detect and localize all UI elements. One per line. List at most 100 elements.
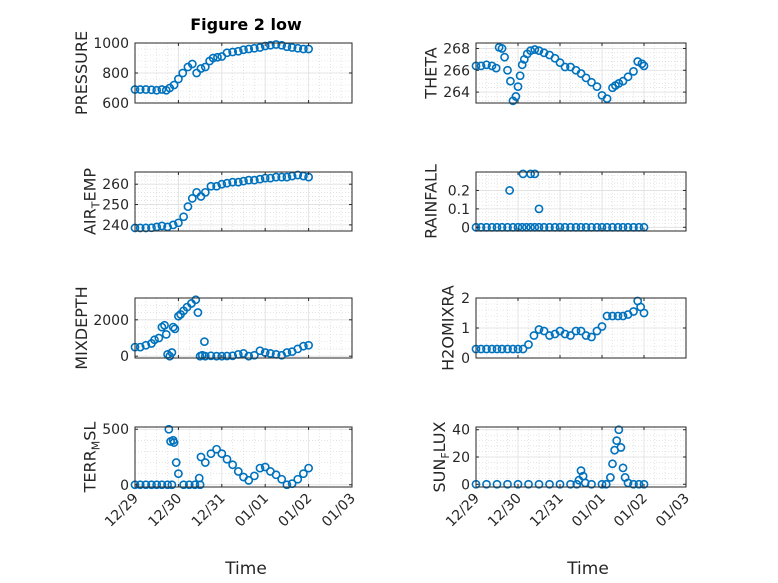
data-point	[154, 333, 164, 343]
y-tick-label: 240	[102, 218, 129, 234]
y-tick-label: 0	[461, 477, 470, 493]
data-point	[298, 469, 308, 479]
data-point	[222, 454, 232, 464]
data-point	[208, 53, 218, 63]
data-point	[200, 351, 210, 361]
data-point	[141, 223, 151, 233]
data-point	[587, 332, 596, 342]
data-point	[212, 351, 221, 361]
data-point	[233, 177, 243, 187]
data-point	[244, 475, 254, 485]
data-point	[515, 71, 525, 81]
y-tick-label: 0.1	[448, 202, 470, 218]
series-markers	[130, 424, 313, 490]
data-point	[633, 57, 643, 66]
data-point	[304, 463, 313, 473]
y-tick-label: 20	[452, 450, 470, 466]
data-point	[271, 172, 281, 182]
data-point	[135, 85, 145, 94]
data-point	[524, 479, 533, 489]
data-point	[157, 85, 167, 94]
y-axis-label: MIXDEPTH	[72, 286, 91, 369]
data-point	[492, 344, 502, 354]
data-point	[260, 41, 270, 51]
y-axis-label: H2OMIXRA	[439, 285, 458, 371]
data-point	[152, 85, 162, 95]
data-point	[529, 331, 539, 340]
data-point	[614, 425, 624, 435]
data-point	[277, 474, 287, 484]
data-point	[517, 60, 527, 70]
data-point	[623, 72, 633, 82]
data-point	[293, 474, 303, 484]
data-point	[255, 43, 265, 52]
data-point	[200, 337, 209, 347]
data-point	[576, 326, 586, 336]
data-point	[526, 169, 535, 179]
data-point	[511, 92, 521, 101]
data-point	[534, 204, 544, 214]
data-point	[173, 311, 183, 321]
data-point	[190, 480, 200, 490]
data-point	[487, 61, 497, 71]
data-point	[178, 68, 188, 78]
data-point	[228, 47, 238, 57]
data-point	[612, 436, 622, 446]
data-point	[282, 348, 292, 357]
data-point	[597, 322, 607, 331]
data-point	[167, 348, 177, 357]
data-point	[524, 340, 533, 349]
data-point	[534, 479, 544, 489]
axes-box	[134, 426, 353, 488]
data-point	[244, 44, 254, 54]
data-point	[168, 435, 178, 445]
plot-area	[135, 172, 352, 231]
data-point	[150, 335, 159, 345]
data-point	[187, 59, 197, 69]
data-point	[545, 479, 554, 489]
data-point	[482, 344, 491, 354]
data-point	[539, 326, 549, 336]
data-point	[618, 76, 628, 86]
subplot-rainfall: 0 0.1 0.2 RAINFALL	[422, 164, 687, 239]
data-point	[244, 175, 254, 185]
y-tick-label: 500	[102, 422, 129, 438]
data-point	[184, 480, 194, 490]
data-point	[147, 85, 156, 95]
data-point	[476, 61, 486, 71]
data-point	[168, 220, 178, 230]
data-point	[618, 311, 628, 321]
data-point	[164, 424, 174, 434]
series-markers	[130, 295, 313, 361]
y-tick-label: 266	[443, 63, 470, 79]
y-tick-label: 2	[461, 291, 470, 307]
data-point	[152, 480, 162, 490]
data-point	[239, 45, 248, 55]
data-point	[191, 295, 201, 305]
data-point	[560, 62, 570, 72]
data-point	[222, 351, 232, 361]
data-point	[571, 326, 581, 336]
data-point	[629, 479, 638, 489]
y-tick-label: 40	[452, 423, 470, 439]
y-axis-label: TERRMSL	[81, 422, 103, 494]
data-point	[196, 452, 206, 462]
data-point	[206, 181, 216, 191]
data-point	[639, 61, 649, 71]
data-point	[255, 463, 265, 473]
data-point	[200, 62, 210, 72]
data-point	[282, 480, 292, 490]
y-tick-label: 264	[443, 85, 470, 101]
data-point	[217, 179, 227, 189]
data-point	[135, 223, 145, 233]
data-point	[157, 221, 167, 231]
data-point	[271, 40, 281, 49]
axes-box	[134, 171, 353, 232]
data-point	[576, 466, 586, 476]
data-point	[597, 479, 607, 489]
data-point	[503, 65, 512, 75]
data-point	[298, 44, 308, 54]
data-point	[513, 479, 523, 489]
data-point	[228, 460, 238, 470]
